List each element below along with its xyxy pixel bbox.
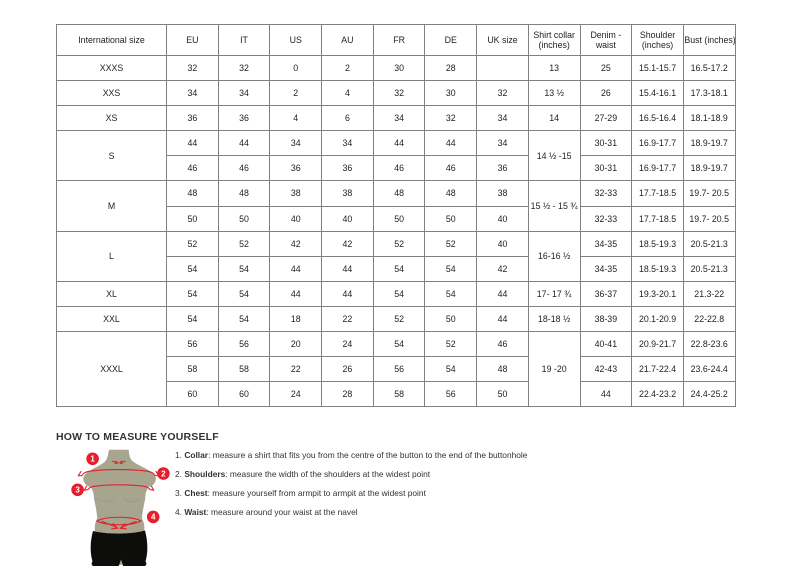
svg-text:4: 4: [151, 513, 156, 522]
svg-text:1: 1: [90, 455, 95, 464]
svg-text:2: 2: [161, 469, 166, 478]
svg-text:3: 3: [75, 486, 80, 495]
